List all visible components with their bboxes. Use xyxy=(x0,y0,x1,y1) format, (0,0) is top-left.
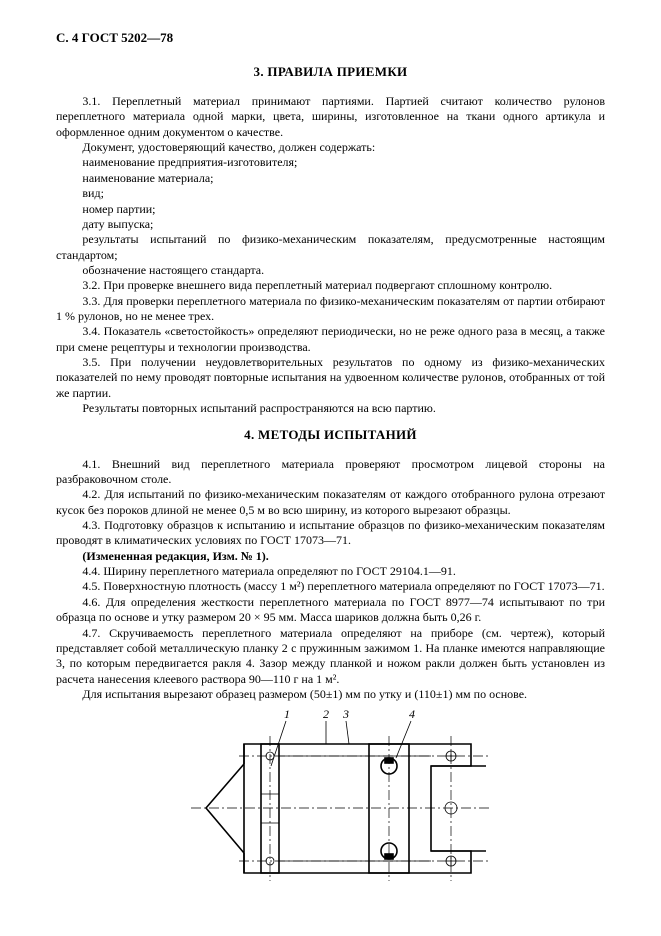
diagram-label-3: 3 xyxy=(342,707,349,721)
diagram-label-2: 2 xyxy=(323,707,329,721)
page: С. 4 ГОСТ 5202—78 3. ПРАВИЛА ПРИЕМКИ 3.1… xyxy=(0,0,661,936)
p-3-3: 3.3. Для проверки переплетного материала… xyxy=(56,294,605,325)
list-item: номер партии; xyxy=(56,202,605,217)
list-item: вид; xyxy=(56,186,605,201)
p-3-2: 3.2. При проверке внешнего вида переплет… xyxy=(56,278,605,293)
list-item: наименование предприятия-изготовителя; xyxy=(56,155,605,170)
list-item: обозначение настоящего стандарта. xyxy=(56,263,605,278)
p-3-5: 3.5. При получении неудовлетворительных … xyxy=(56,355,605,401)
p-4-note: (Измененная редакция, Изм. № 1). xyxy=(56,549,605,564)
p-4-2: 4.2. Для испытаний по физико-механически… xyxy=(56,487,605,518)
diagram-container: 1 2 3 4 xyxy=(56,706,605,891)
list-item: результаты испытаний по физико-механичес… xyxy=(56,232,605,263)
section-3-heading: 3. ПРАВИЛА ПРИЕМКИ xyxy=(56,64,605,80)
p-4-6: 4.6. Для определения жесткости переплетн… xyxy=(56,595,605,626)
p-3-4: 3.4. Показатель «светостойкость» определ… xyxy=(56,324,605,355)
list-item: дату выпуска; xyxy=(56,217,605,232)
list-item: наименование материала; xyxy=(56,171,605,186)
page-header: С. 4 ГОСТ 5202—78 xyxy=(56,30,605,46)
p-4-3: 4.3. Подготовку образцов к испытанию и и… xyxy=(56,518,605,549)
p-3-doc: Документ, удостоверяющий качество, долже… xyxy=(56,140,605,155)
diagram-label-1: 1 xyxy=(284,707,290,721)
p-3-1: 3.1. Переплетный материал принимают парт… xyxy=(56,94,605,140)
engineering-diagram: 1 2 3 4 xyxy=(171,706,491,891)
p-4-8: Для испытания вырезают образец размером … xyxy=(56,687,605,702)
p-4-5: 4.5. Поверхностную плотность (массу 1 м²… xyxy=(56,579,605,594)
p-4-4: 4.4. Ширину переплетного материала опред… xyxy=(56,564,605,579)
section-4-heading: 4. МЕТОДЫ ИСПЫТАНИЙ xyxy=(56,427,605,443)
p-4-7: 4.7. Скручиваемость переплетного материа… xyxy=(56,626,605,687)
diagram-label-4: 4 xyxy=(409,707,415,721)
p-3-results: Результаты повторных испытаний распростр… xyxy=(56,401,605,416)
p-4-1: 4.1. Внешний вид переплетного материала … xyxy=(56,457,605,488)
